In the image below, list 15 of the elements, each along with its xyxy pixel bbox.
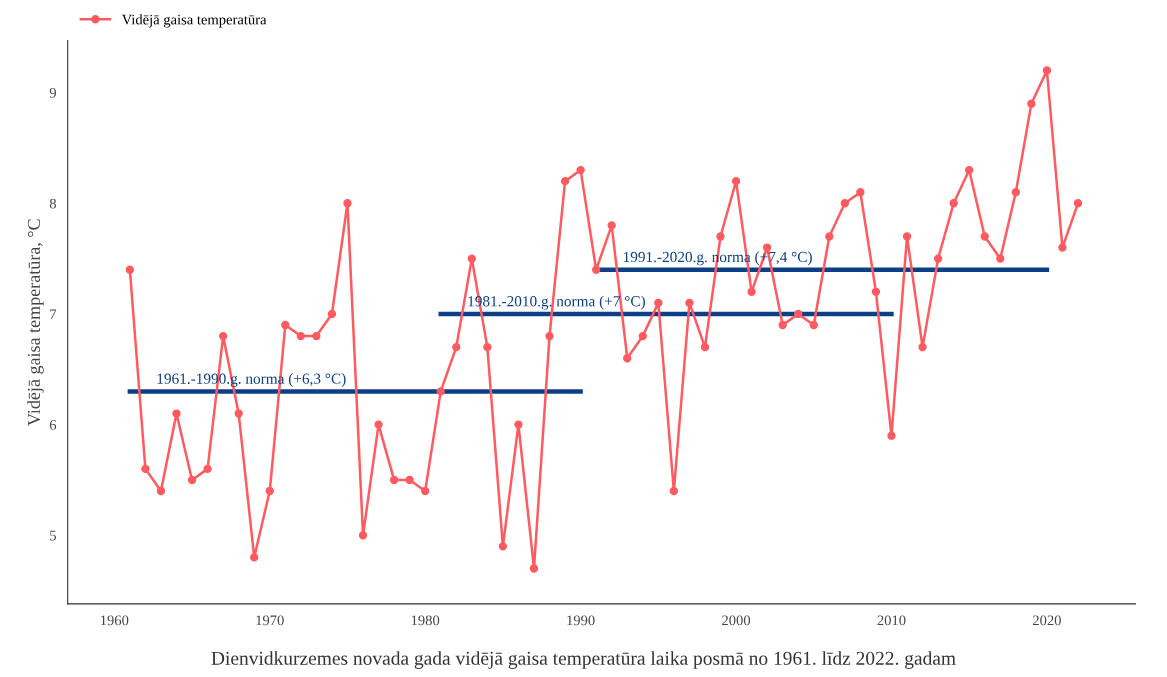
legend-label: Vidējā gaisa temperatūra	[121, 14, 267, 28]
x-tick-label: 2010	[877, 615, 906, 626]
x-tick-label: 1970	[256, 615, 284, 626]
y-axis-title: Vidējā gaisa temperatūra, °C	[27, 219, 44, 426]
y-tick-label: 6	[49, 420, 57, 430]
y-tick-label: 9	[49, 88, 56, 98]
x-tick-label: 2020	[1032, 615, 1061, 626]
y-tick-label: 5	[50, 530, 57, 541]
y-tick-label: 7	[50, 309, 57, 320]
y-tick-label: 8	[49, 198, 57, 209]
x-tick-label: 2000	[722, 615, 751, 626]
x-tick-label: 1960	[101, 615, 129, 626]
x-tick-label: 1990	[567, 615, 595, 626]
text: Dienvidkurzemes novada gada vidējā gaisa temperatūra laika posmā no 1961. līdz 2022. gadam	[211, 651, 956, 669]
x-tick-label: 1980	[411, 615, 440, 626]
